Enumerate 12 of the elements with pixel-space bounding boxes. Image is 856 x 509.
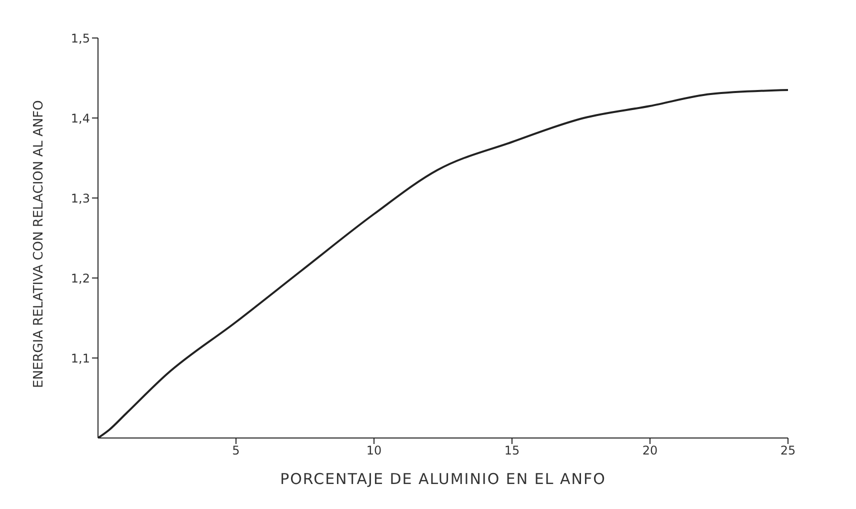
x-tick-label: 10 (366, 444, 382, 458)
y-tick-label: 1,5 (70, 31, 90, 46)
y-tick-label: 1,1 (70, 351, 90, 366)
y-tick-label: 1,4 (70, 111, 90, 126)
x-tick-label: 25 (780, 444, 796, 458)
y-axis-title: ENERGIA RELATIVA CON RELACION AL ANFO (32, 100, 47, 388)
x-axis-title: PORCENTAJE DE ALUMINIO EN EL ANFO (280, 470, 606, 488)
x-tick-label: 5 (232, 444, 240, 458)
y-tick-label: 1,3 (70, 191, 90, 206)
y-tick-label: 1,2 (70, 271, 90, 286)
x-tick-label: 20 (642, 444, 658, 458)
x-tick-label: 15 (504, 444, 520, 458)
